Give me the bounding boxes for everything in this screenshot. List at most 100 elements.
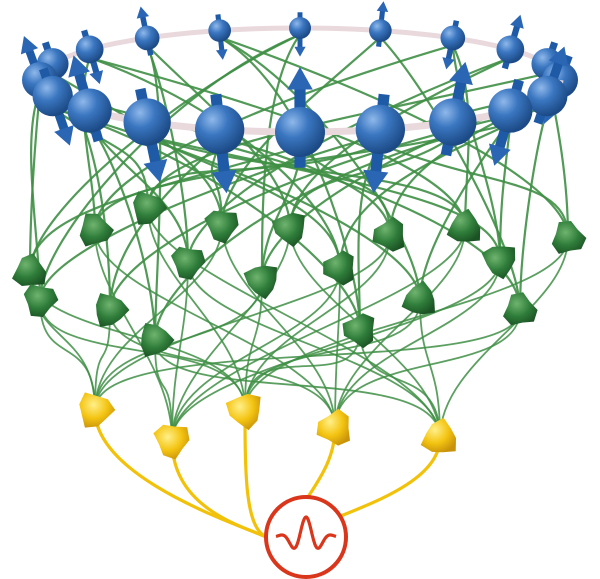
hidden-output-connection [154, 339, 441, 439]
wavefunction-node [264, 495, 348, 579]
hidden-neuron [23, 284, 59, 317]
hidden-output-connection [94, 234, 391, 411]
hidden-output-connection [94, 224, 223, 411]
spin-hidden-connection [146, 135, 467, 230]
spin-arrow-head [376, 1, 389, 12]
waveform-icon [275, 515, 337, 550]
spin [134, 6, 160, 56]
spin-arrow-head [20, 36, 39, 55]
hidden-output-connection [244, 279, 263, 411]
spin-arrow-head [54, 125, 74, 146]
spin [123, 87, 171, 183]
hidden-neuron [551, 221, 587, 254]
hidden-output-connection [334, 259, 501, 429]
spin-arrow-head [211, 169, 237, 194]
hidden-neuron [171, 246, 206, 280]
spin-hidden-connection [260, 33, 302, 282]
hidden-neuron [503, 292, 538, 326]
spin-arrow-head [136, 6, 150, 19]
spin-hidden-connection [218, 36, 422, 302]
spin-hidden-connection [379, 36, 522, 312]
hidden-neuron [243, 265, 277, 300]
spin [32, 67, 74, 146]
output-neuron [79, 392, 116, 428]
hidden-output-connection [334, 267, 341, 429]
spin [75, 29, 104, 85]
spins-front-row [20, 36, 569, 194]
spin-hidden-connection [82, 56, 97, 232]
hidden-output-connection [359, 329, 441, 439]
spin-arrow-head [68, 55, 90, 78]
spin-hidden-connection [51, 107, 362, 332]
spin-sphere [275, 107, 325, 157]
hidden-neuron [133, 191, 168, 225]
hidden-output-connection [221, 224, 336, 429]
spin-sphere [429, 98, 477, 146]
spin-hidden-connection [338, 122, 512, 270]
hidden-neuron [323, 250, 354, 286]
hidden-output-connection [171, 261, 189, 441]
spin-sphere [134, 25, 160, 51]
spin-hidden-connection [518, 107, 549, 312]
hidden-output-connection [39, 299, 246, 411]
hidden-neuron [271, 212, 305, 248]
output-neurons [79, 392, 456, 460]
hidden-neuron [141, 323, 175, 357]
spin-arrow-head [442, 57, 455, 70]
hidden-output-connection [94, 229, 173, 441]
hidden-output-connection [171, 267, 341, 441]
hidden-output-connection [171, 227, 466, 441]
spin [440, 20, 466, 70]
output-psi-connection [170, 438, 268, 539]
spin-arrow-head [287, 67, 313, 90]
hidden-neuron [481, 246, 516, 280]
hidden-neurons [12, 191, 587, 357]
hidden-neuron [79, 213, 114, 247]
hidden-neuron [96, 293, 130, 327]
hidden-output-connection [439, 237, 569, 439]
hidden-output-connection [187, 261, 441, 439]
spin-arrow-head [215, 49, 228, 60]
hidden-output-connection [334, 227, 466, 429]
wavefunction-circle [264, 495, 348, 579]
output-psi-connection [243, 408, 268, 539]
hidden-output-connection [244, 237, 569, 411]
hidden-neuron [204, 210, 239, 244]
spin-hidden-connection [379, 143, 570, 240]
spin-sphere [488, 88, 533, 133]
spin-sphere [496, 35, 525, 64]
spin-sphere [75, 35, 104, 64]
spin-arrow-head [449, 61, 473, 86]
spin-hidden-connection [146, 44, 162, 342]
spin [194, 93, 245, 194]
spin [527, 46, 569, 125]
spin-arrow-head [489, 143, 511, 166]
spin-sphere [440, 25, 466, 51]
spin [208, 14, 231, 60]
hidden-output-connection [171, 227, 291, 441]
spin-arrow-head [89, 70, 104, 85]
spin-arrow-head [548, 46, 569, 68]
spin-hidden-connection [88, 56, 342, 270]
output-neuron [225, 393, 261, 431]
output-neuron [420, 417, 456, 453]
spin-sphere [194, 104, 245, 155]
hidden-neuron [12, 253, 47, 286]
spin-sphere [369, 19, 392, 42]
spin-arrow-head [510, 14, 524, 29]
spin-hidden-connection [498, 122, 512, 262]
spin-arrow-head [143, 158, 168, 183]
spin-sphere [355, 104, 406, 155]
output-connections [93, 408, 442, 539]
spin-hidden-connection [153, 135, 454, 342]
hidden-neuron [372, 216, 405, 252]
spin [488, 78, 533, 166]
spin [289, 12, 311, 57]
hidden-output-connection [244, 329, 361, 411]
spin-hidden-connection [38, 33, 302, 302]
spin [429, 61, 477, 157]
output-neuron [316, 408, 350, 446]
spin [496, 14, 525, 70]
